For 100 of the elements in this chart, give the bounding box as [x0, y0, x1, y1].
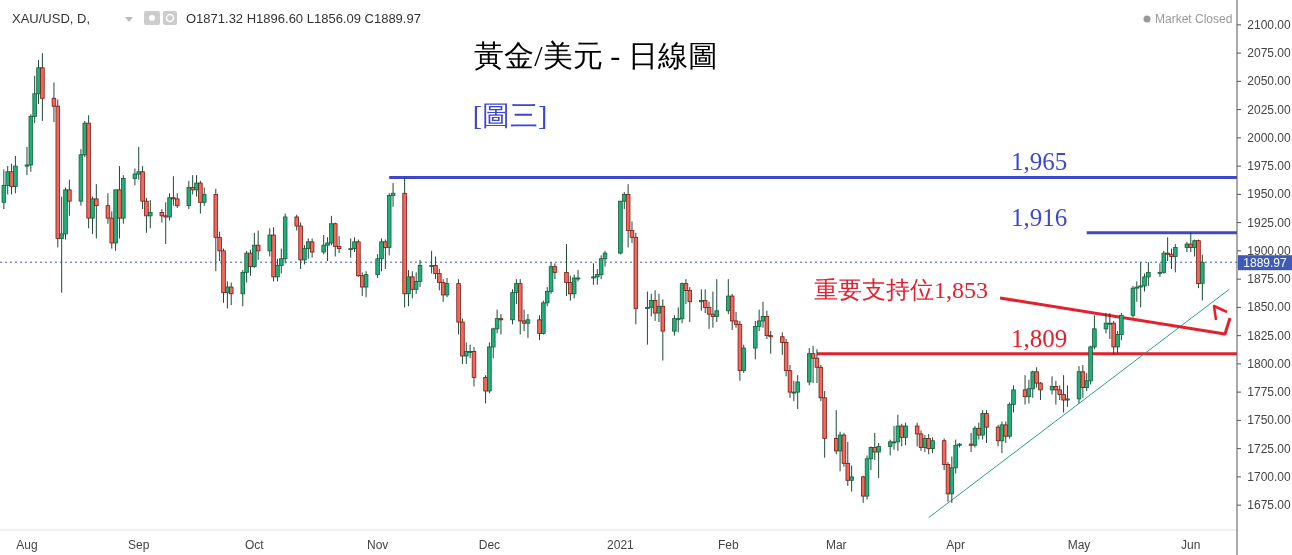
candlestick	[726, 278, 731, 315]
y-tick-label: 1975.00	[1247, 159, 1292, 174]
candlestick	[1184, 241, 1190, 253]
candlestick	[9, 163, 14, 195]
candlestick	[248, 249, 253, 277]
candlestick	[860, 475, 866, 504]
candlestick	[148, 199, 153, 229]
candlestick	[834, 409, 839, 455]
y-tick-label: 1875.00	[1247, 272, 1292, 287]
candlestick	[1003, 421, 1009, 444]
x-tick-label: Jun	[1181, 538, 1201, 552]
annotation: XAU/USD, D,	[12, 11, 91, 26]
candlestick	[1200, 254, 1205, 301]
x-tick-label: Oct	[245, 538, 265, 552]
x-tick-label: Apr	[946, 538, 966, 552]
candlestick	[872, 432, 877, 461]
candlestick	[1173, 243, 1178, 273]
x-tick-label: May	[1067, 538, 1091, 552]
candlestick	[795, 374, 800, 410]
x-tick-label: Dec	[478, 538, 501, 552]
y-tick-label: 1775.00	[1247, 385, 1292, 400]
candlestick	[968, 432, 974, 453]
candlestick	[1188, 232, 1193, 253]
candlestick	[464, 341, 469, 365]
candlestick	[741, 344, 746, 374]
candlestick	[267, 227, 272, 258]
x-tick-label: Mar	[825, 538, 847, 552]
series-label: 1,965	[1010, 148, 1068, 176]
y-tick-label: 1825.00	[1247, 328, 1292, 343]
candlestick	[348, 237, 353, 259]
y-tick-label: 2025.00	[1247, 102, 1292, 117]
candlestick	[1080, 364, 1086, 399]
candlestick	[914, 422, 920, 447]
y-tick-label: 2050.00	[1247, 74, 1292, 89]
candlestick	[163, 201, 168, 245]
annotation: 重要支持位1,853	[814, 277, 988, 303]
candlestick	[410, 270, 415, 299]
ref-line-label: 1889.97	[1243, 255, 1288, 270]
text: 黃金/美元 - 日線圖	[474, 39, 718, 72]
candlestick	[984, 409, 989, 444]
candlestick	[363, 270, 369, 298]
candlestick	[652, 289, 658, 322]
candlestick	[444, 277, 450, 298]
candlestick	[406, 269, 411, 307]
y-tick-label: 1725.00	[1247, 441, 1292, 456]
candlestick	[571, 274, 577, 299]
candlestick	[190, 174, 195, 195]
candlestick	[552, 262, 558, 280]
candlestick	[136, 146, 141, 181]
x-tick-label: Feb	[717, 538, 739, 552]
candlestick	[1030, 370, 1035, 399]
candlestick	[306, 237, 311, 260]
candlestick	[228, 282, 234, 306]
candlestick	[1065, 384, 1070, 408]
candlestick	[429, 250, 434, 274]
candlestick	[895, 414, 901, 452]
y-tick-label: 1925.00	[1247, 215, 1292, 230]
candlestick	[13, 155, 18, 194]
candlestick	[645, 291, 650, 346]
candlestick	[903, 422, 908, 446]
series-label: 1,916	[1010, 203, 1068, 231]
candlestick	[699, 288, 704, 312]
x-tick-label: Aug	[16, 538, 38, 552]
candlestick	[972, 425, 978, 449]
x-tick-label: Nov	[366, 538, 389, 552]
candlestick	[383, 239, 388, 270]
candlestick	[498, 313, 504, 335]
x-tick-label: 2021	[607, 538, 635, 552]
candlestick	[309, 237, 315, 259]
text: [圖三]	[472, 100, 548, 131]
y-tick-label: 1900.00	[1247, 243, 1292, 258]
candlestick	[1138, 261, 1143, 308]
candlestick	[202, 187, 207, 207]
y-tick-label: 1800.00	[1247, 356, 1292, 371]
candlestick	[537, 314, 542, 341]
candlestick	[94, 183, 99, 239]
candlestick	[1034, 366, 1039, 389]
candlestick	[849, 465, 854, 493]
y-tick-label: 1850.00	[1247, 300, 1292, 315]
candlestick	[467, 344, 473, 359]
candlestick	[999, 421, 1005, 454]
candlestick	[1107, 312, 1113, 340]
candlestick	[710, 291, 716, 329]
y-tick-label: 1700.00	[1247, 469, 1292, 484]
candlestick	[255, 230, 261, 261]
series-label: 1,809	[1010, 324, 1068, 352]
candlestick	[483, 374, 488, 404]
y-tick-label: 2000.00	[1247, 130, 1292, 145]
candlestick	[525, 313, 531, 339]
annotation: Market Closed	[1155, 12, 1233, 26]
y-tick-label: 1675.00	[1247, 498, 1292, 513]
candlestick	[656, 293, 662, 323]
annotation: O1871.32 H1896.60 L1856.09 C1889.97	[186, 11, 421, 26]
y-tick-label: 1750.00	[1247, 413, 1292, 428]
candlestick	[67, 179, 72, 217]
x-tick-label: Sep	[128, 538, 150, 552]
candlestick	[564, 243, 569, 297]
y-tick-label: 2100.00	[1247, 17, 1292, 32]
candlestick	[899, 423, 904, 447]
y-tick-label: 1950.00	[1247, 187, 1292, 202]
